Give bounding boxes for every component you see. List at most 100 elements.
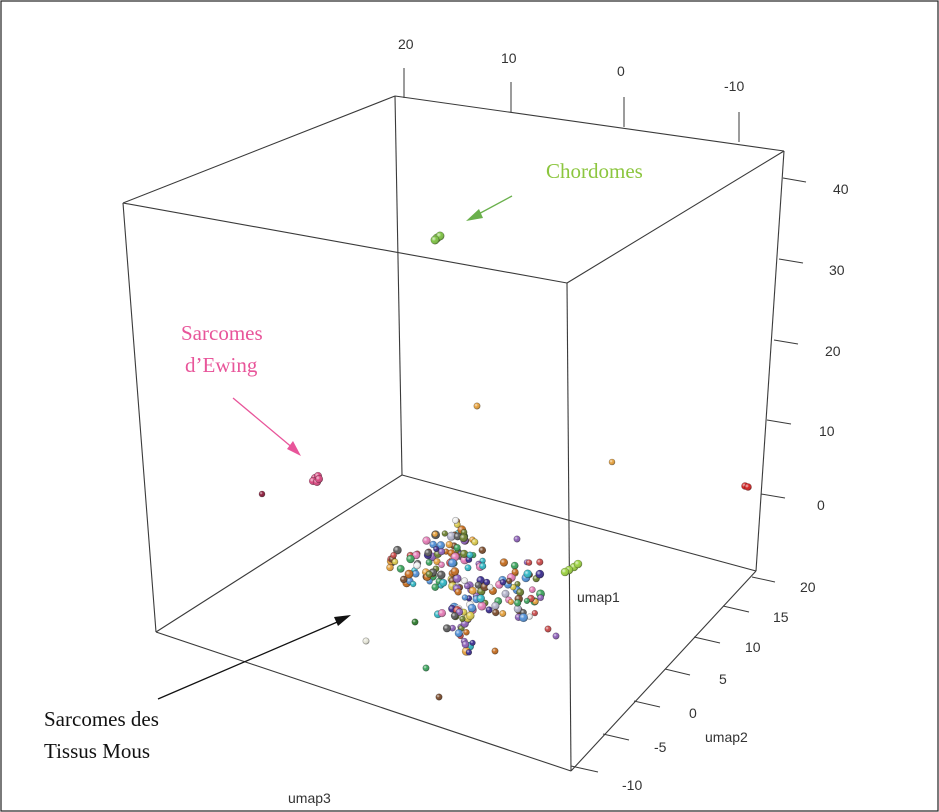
tick-label-y: 5 — [719, 671, 727, 687]
tick-label-y: 15 — [773, 609, 789, 625]
point-soft-tissue-shading — [450, 567, 459, 576]
soft-tissue-arrow — [157, 619, 343, 700]
point-soft-tissue-shading — [459, 533, 468, 542]
point-soft-tissue-shading — [462, 594, 468, 601]
point-soft-tissue-shading — [511, 562, 519, 570]
point-soft-tissue-shading — [390, 552, 397, 559]
point-soft-tissue-shading — [514, 599, 521, 607]
point-soft-tissue-shading — [537, 594, 544, 601]
point-soft-tissue-shading — [544, 625, 552, 633]
point-soft-tissue-shading — [463, 629, 470, 636]
point-soft-tissue-shading — [479, 562, 487, 570]
point-outlier-shading — [561, 568, 569, 576]
tick-mark — [633, 700, 661, 708]
box-edge — [566, 282, 572, 772]
point-soft-tissue-shading — [500, 579, 506, 586]
point-soft-tissue-shading — [492, 609, 500, 616]
box-edge — [122, 202, 157, 633]
point-soft-tissue-shading — [523, 569, 532, 578]
axis-label-x: umap1 — [577, 589, 620, 605]
point-soft-tissue-shading — [500, 558, 508, 567]
tick-mark — [782, 177, 807, 183]
tick-mark — [773, 339, 799, 345]
tick-label-y: 20 — [800, 579, 816, 595]
point-soft-tissue-shading — [464, 564, 472, 571]
point-soft-tissue-shading — [524, 598, 530, 604]
point-soft-tissue-shading — [526, 559, 532, 566]
point-outlier-shading — [259, 491, 265, 497]
point-soft-tissue-shading — [453, 574, 462, 583]
point-soft-tissue-shading — [436, 541, 445, 550]
point-soft-tissue-shading — [469, 587, 477, 595]
point-soft-tissue-shading — [437, 570, 446, 580]
point-soft-tissue-shading — [483, 579, 490, 586]
box-edge — [394, 95, 785, 152]
chordomes-arrowhead — [466, 209, 483, 221]
tick-label-y: -5 — [654, 739, 667, 755]
tick-label-z: 10 — [819, 423, 835, 439]
point-soft-tissue-shading — [432, 531, 438, 537]
point-soft-tissue-shading — [478, 546, 486, 554]
axis-label-z: umap3 — [288, 790, 331, 806]
point-soft-tissue-shading — [464, 583, 471, 589]
point-soft-tissue-shading — [448, 558, 457, 568]
point-soft-tissue-shading — [552, 632, 560, 640]
box-edge — [566, 150, 785, 284]
annotation-ewing-line2: d’Ewing — [185, 353, 258, 377]
point-soft-tissue-shading — [461, 640, 470, 649]
annotation-chordomes: Chordomes — [546, 159, 643, 183]
point-soft-tissue-shading — [453, 544, 461, 551]
point-soft-tissue-shading — [487, 584, 494, 591]
point-soft-tissue-shading — [535, 570, 544, 579]
axis-label-y: umap2 — [705, 729, 748, 745]
point-soft-tissue-shading — [438, 561, 445, 568]
point-soft-tissue-shading — [471, 538, 479, 546]
annotation-soft-tissue-line2: Tissus Mous — [44, 739, 150, 763]
point-soft-tissue-shading — [466, 551, 474, 559]
point-soft-tissue-shading — [499, 610, 506, 617]
box-edge — [401, 474, 757, 572]
point-soft-tissue-shading — [397, 565, 405, 573]
point-soft-tissue-shading — [468, 604, 476, 612]
point-ewing-shading — [315, 475, 323, 483]
point-soft-tissue-shading — [429, 541, 437, 548]
point-soft-tissue-shading — [386, 564, 394, 571]
point-soft-tissue-shading — [460, 550, 468, 558]
point-soft-tissue-shading — [433, 546, 440, 552]
annotation-soft-tissue-line1: Sarcomes des — [44, 707, 159, 731]
tick-label-y: -10 — [622, 777, 642, 793]
point-soft-tissue-shading — [451, 612, 459, 620]
point-soft-tissue-shading — [477, 601, 487, 611]
point-soft-tissue-shading — [435, 693, 443, 701]
ewing-arrow — [232, 397, 295, 450]
annotation-ewing-line1: Sarcomes — [181, 321, 263, 345]
box-edge — [155, 474, 403, 633]
point-chordomes-shading — [430, 235, 440, 245]
point-soft-tissue-shading — [438, 548, 445, 555]
annotation-arrows — [157, 195, 513, 700]
point-soft-tissue-shading — [439, 579, 447, 587]
tick-mark — [570, 765, 599, 773]
scatter-points — [258, 231, 752, 701]
point-outlier-shading — [473, 402, 481, 410]
point-soft-tissue-shading — [412, 570, 420, 578]
soft-tissue-arrowhead — [334, 615, 351, 626]
point-soft-tissue-shading — [447, 531, 456, 541]
point-soft-tissue-shading — [393, 546, 402, 555]
point-soft-tissue-shading — [506, 578, 513, 584]
box-edge — [122, 202, 568, 284]
point-soft-tissue-shading — [529, 586, 536, 593]
box-edge — [394, 95, 403, 476]
box-edge — [155, 631, 572, 772]
tick-label-y: 0 — [689, 705, 697, 721]
point-soft-tissue-shading — [479, 557, 486, 564]
point-soft-tissue-shading — [453, 532, 462, 541]
point-soft-tissue-shading — [392, 558, 398, 565]
point-soft-tissue-shading — [491, 647, 499, 655]
point-outlier-shading — [744, 483, 752, 491]
axis-y-ticks — [570, 576, 776, 773]
point-soft-tissue-shading — [422, 536, 431, 545]
tick-mark — [664, 668, 691, 676]
